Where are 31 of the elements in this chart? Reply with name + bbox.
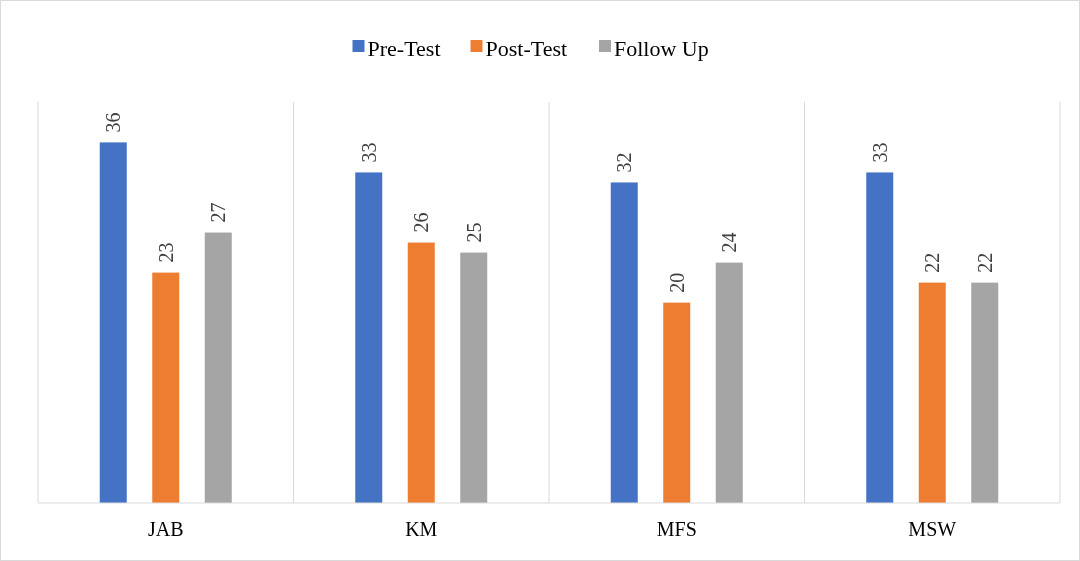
x-tick-label: MSW	[908, 518, 957, 540]
bar	[866, 172, 894, 503]
x-tick-label: MFS	[656, 518, 697, 540]
x-tick-label: KM	[405, 518, 438, 540]
bar	[204, 232, 232, 503]
bar	[152, 272, 180, 503]
data-label: 22	[973, 252, 996, 273]
data-label: 33	[357, 142, 380, 163]
legend-label: Post-Test	[485, 36, 568, 62]
data-label: 20	[665, 272, 688, 293]
legend-label: Follow Up	[614, 36, 709, 62]
data-label: 23	[154, 242, 177, 263]
bar	[460, 252, 488, 503]
data-label: 22	[921, 252, 944, 273]
data-label: 24	[718, 232, 741, 253]
bar	[407, 242, 435, 503]
data-label: 33	[868, 142, 891, 163]
bar	[99, 142, 127, 503]
data-label: 36	[102, 112, 125, 133]
x-tick-label: JAB	[147, 518, 184, 540]
data-label: 27	[207, 202, 230, 223]
data-label: 25	[462, 222, 485, 243]
bar	[918, 282, 946, 503]
legend-label: Pre-Test	[367, 36, 441, 62]
bar	[610, 182, 638, 503]
bar	[663, 302, 691, 503]
bar	[355, 172, 383, 503]
bar	[715, 262, 743, 503]
data-label: 26	[410, 212, 433, 233]
data-label: 32	[613, 152, 636, 173]
bar	[971, 282, 999, 503]
